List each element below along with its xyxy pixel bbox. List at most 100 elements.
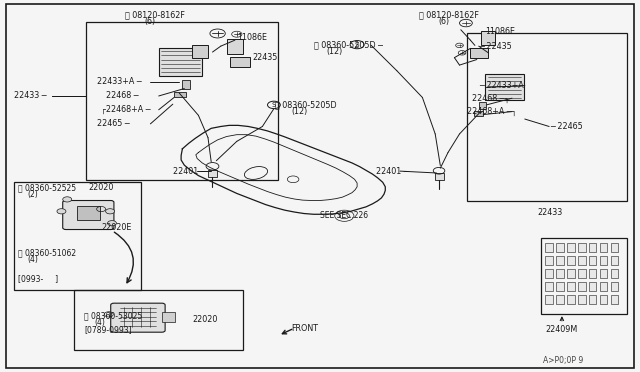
- Text: 22468+A ─┐: 22468+A ─┐: [467, 107, 517, 116]
- Text: [0993-     ]: [0993- ]: [18, 274, 58, 283]
- Bar: [556, 295, 564, 304]
- Bar: [611, 295, 618, 304]
- Text: S: S: [355, 42, 360, 48]
- Text: 22401 ─: 22401 ─: [376, 167, 409, 176]
- Bar: [589, 269, 596, 278]
- Bar: [227, 39, 243, 54]
- Text: (2): (2): [27, 190, 38, 199]
- Text: [0789-0993]: [0789-0993]: [84, 325, 132, 334]
- Text: S: S: [272, 102, 276, 108]
- Bar: [74, 290, 243, 350]
- Text: 22468 ─: 22468 ─: [106, 92, 138, 100]
- Bar: [600, 256, 607, 265]
- Bar: [589, 243, 596, 252]
- Bar: [77, 206, 100, 220]
- Text: Ⓑ 08120-8162F: Ⓑ 08120-8162F: [419, 10, 479, 19]
- Bar: [556, 282, 564, 291]
- Bar: [567, 243, 575, 252]
- Text: Ⓑ 08120-8162F: Ⓑ 08120-8162F: [125, 10, 185, 19]
- Bar: [600, 295, 607, 304]
- Text: FRONT: FRONT: [291, 324, 318, 333]
- Bar: [545, 282, 553, 291]
- Bar: [545, 243, 553, 252]
- Text: SEE SEC.226: SEE SEC.226: [320, 211, 368, 220]
- FancyBboxPatch shape: [111, 303, 165, 332]
- Text: 22020: 22020: [88, 183, 114, 192]
- Bar: [174, 92, 186, 97]
- Bar: [600, 243, 607, 252]
- Text: 11086E: 11086E: [237, 33, 267, 42]
- Bar: [611, 243, 618, 252]
- Bar: [578, 256, 586, 265]
- Bar: [485, 74, 524, 100]
- Bar: [556, 256, 564, 265]
- Bar: [545, 295, 553, 304]
- Bar: [589, 282, 596, 291]
- Bar: [578, 295, 586, 304]
- Bar: [435, 173, 444, 180]
- Text: (6): (6): [144, 17, 155, 26]
- Circle shape: [57, 209, 66, 214]
- Text: Ⓑ 08360-52525: Ⓑ 08360-52525: [18, 183, 76, 192]
- Bar: [578, 269, 586, 278]
- Bar: [86, 22, 278, 180]
- Text: ─ 22465: ─ 22465: [550, 122, 583, 131]
- Bar: [474, 111, 483, 116]
- Text: 22433+A ─: 22433+A ─: [97, 77, 142, 86]
- Text: (4): (4): [95, 318, 106, 327]
- Circle shape: [63, 197, 72, 202]
- Text: Ⓑ 08360-51062: Ⓑ 08360-51062: [18, 248, 76, 257]
- Bar: [556, 243, 564, 252]
- Text: (12): (12): [291, 107, 307, 116]
- Bar: [556, 269, 564, 278]
- Bar: [567, 295, 575, 304]
- FancyArrowPatch shape: [115, 232, 133, 283]
- Bar: [567, 256, 575, 265]
- Text: ─ 22433+A: ─ 22433+A: [479, 81, 524, 90]
- FancyBboxPatch shape: [63, 201, 114, 230]
- Bar: [479, 102, 486, 109]
- Text: 22020: 22020: [192, 315, 218, 324]
- Bar: [192, 45, 208, 58]
- Text: 22409M: 22409M: [546, 325, 578, 334]
- Bar: [545, 256, 553, 265]
- Text: 11086E: 11086E: [485, 27, 515, 36]
- Circle shape: [106, 209, 115, 214]
- Bar: [159, 48, 202, 76]
- Bar: [541, 238, 627, 314]
- Bar: [481, 31, 495, 45]
- Bar: [14, 182, 141, 290]
- Text: Ⓢ 08360-5205D: Ⓢ 08360-5205D: [275, 100, 337, 109]
- Text: 22020E: 22020E: [101, 223, 131, 232]
- Text: 22435: 22435: [253, 53, 278, 62]
- Text: 22401 ─: 22401 ─: [173, 167, 205, 176]
- Bar: [545, 269, 553, 278]
- Bar: [470, 48, 488, 58]
- Bar: [578, 282, 586, 291]
- Text: A>P0;0P 9: A>P0;0P 9: [543, 356, 583, 365]
- Text: 22433: 22433: [538, 208, 563, 217]
- Text: (12): (12): [326, 47, 342, 56]
- Circle shape: [108, 221, 116, 226]
- Text: ┌22468+A ─: ┌22468+A ─: [101, 105, 151, 114]
- Text: (6): (6): [438, 17, 449, 26]
- Bar: [611, 256, 618, 265]
- Bar: [578, 243, 586, 252]
- Bar: [589, 295, 596, 304]
- Text: 22468 ─┐: 22468 ─┐: [472, 94, 510, 103]
- Bar: [600, 269, 607, 278]
- Bar: [589, 256, 596, 265]
- Bar: [208, 170, 217, 177]
- Bar: [467, 33, 627, 201]
- Bar: [567, 269, 575, 278]
- Bar: [182, 80, 190, 89]
- Text: ─ 22435: ─ 22435: [479, 42, 511, 51]
- Text: Ⓢ 08360-5205D ─: Ⓢ 08360-5205D ─: [314, 40, 383, 49]
- Bar: [600, 282, 607, 291]
- Bar: [230, 57, 250, 67]
- Text: 22433 ─: 22433 ─: [14, 92, 47, 100]
- Text: 22465 ─: 22465 ─: [97, 119, 130, 128]
- Bar: [162, 312, 175, 322]
- Text: Ⓢ 08360-53025: Ⓢ 08360-53025: [84, 312, 143, 321]
- Bar: [567, 282, 575, 291]
